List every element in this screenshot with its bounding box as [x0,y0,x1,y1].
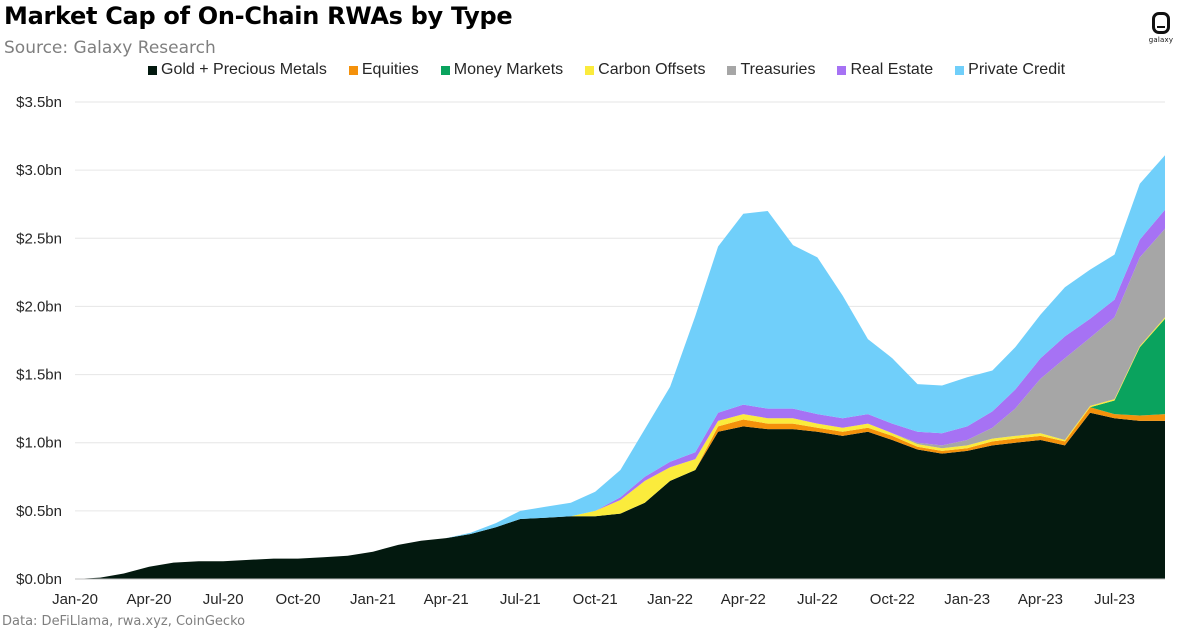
x-tick-label: Oct-20 [276,591,321,608]
galaxy-logo-icon [1152,12,1170,34]
legend-swatch [585,65,595,75]
x-tick-label: Jan-23 [944,591,990,608]
y-tick-label: $2.0bn [16,298,62,315]
series-area-carbon-offsets [75,317,1165,579]
y-tick-label: $3.0bn [16,162,62,179]
series-area-private-credit [75,155,1165,579]
x-tick-label: Jan-20 [52,591,98,608]
x-tick-label: Jul-22 [797,591,838,608]
y-tick-label: $2.5bn [16,230,62,247]
y-tick-label: $0.5bn [16,503,62,520]
legend-swatch [955,65,965,75]
legend-label: Carbon Offsets [598,61,706,78]
legend-label: Gold + Precious Metals [161,61,327,78]
legend-swatch [348,65,358,75]
x-tick-label: Apr-21 [424,591,469,608]
x-tick-label: Jul-21 [500,591,541,608]
x-tick-label: Apr-20 [127,591,172,608]
x-tick-label: Oct-21 [573,591,618,608]
legend-item: Money Markets [440,61,564,79]
y-tick-label: $1.0bn [16,435,62,452]
x-tick-label: Jan-22 [647,591,693,608]
legend-swatch [837,65,847,75]
legend-swatch [440,65,450,75]
y-tick-label: $1.5bn [16,367,62,384]
series-area-gold-precious-metals [75,412,1165,579]
legend-item: Carbon Offsets [585,61,705,79]
chart-subtitle: Source: Galaxy Research [4,38,216,58]
x-tick-label: Apr-22 [721,591,766,608]
x-tick-label: Oct-22 [870,591,915,608]
legend-label: Private Credit [968,61,1066,78]
legend-item: Private Credit [955,61,1065,79]
legend-item: Treasuries [727,61,815,79]
legend-swatch [727,65,737,75]
x-tick-label: Jan-21 [350,591,396,608]
legend-label: Treasuries [740,61,816,78]
legend-swatch [148,65,157,75]
legend-item: Real Estate [837,61,933,79]
chart-legend: Gold + Precious Metals Equities Money Mark… [148,61,1065,79]
y-tick-label: $0.0bn [16,571,62,588]
legend-item: Gold + Precious Metals [148,61,327,79]
x-tick-label: Jul-20 [203,591,244,608]
data-source-note: Data: DeFiLlama, rwa.xyz, CoinGecko [2,614,246,629]
chart-title: Market Cap of On-Chain RWAs by Type [4,2,513,30]
logo-text: galaxy [1148,36,1174,44]
legend-label: Money Markets [453,61,564,78]
legend-label: Equities [361,61,419,78]
x-tick-label: Apr-23 [1018,591,1063,608]
galaxy-logo: galaxy [1148,12,1174,44]
x-tick-label: Jul-23 [1094,591,1135,608]
legend-item: Equities [348,61,419,79]
y-tick-label: $3.5bn [16,94,62,111]
legend-label: Real Estate [850,61,934,78]
